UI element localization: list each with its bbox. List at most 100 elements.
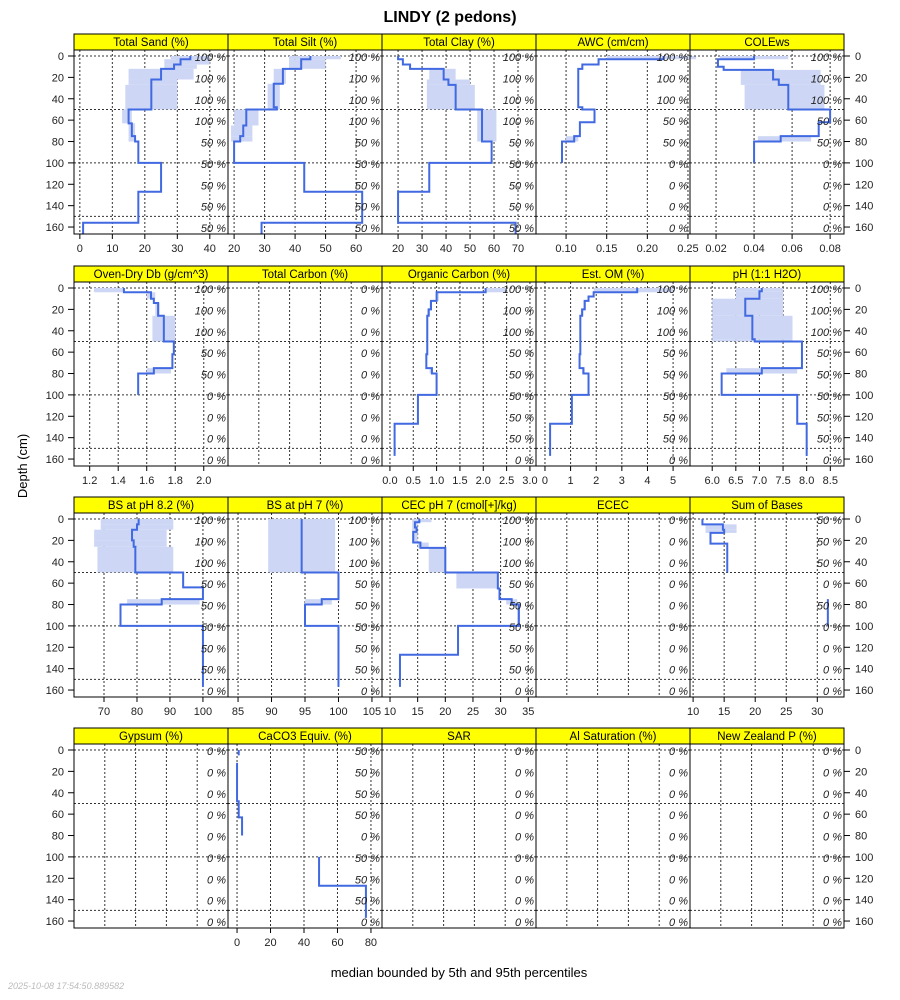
y-tick-label: 160 (46, 454, 64, 466)
data-coverage-label: 100 % (657, 284, 688, 296)
panel-title: Organic Carbon (%) (408, 269, 510, 281)
data-coverage-label: 50 % (201, 622, 226, 634)
x-tick-label: 0.02 (705, 243, 726, 255)
data-coverage-label: 0 % (515, 917, 534, 929)
panel-title: ECEC (597, 500, 629, 512)
median-line (119, 519, 204, 687)
percentile-band (712, 339, 793, 342)
x-tick-label: 0 (234, 937, 240, 949)
data-coverage-label: 0 % (823, 202, 842, 214)
data-coverage-label: 0 % (823, 832, 842, 844)
data-coverage-label: 50 % (509, 223, 534, 235)
data-coverage-label: 50 % (201, 202, 226, 214)
data-coverage-label: 50 % (663, 348, 688, 360)
percentile-band (146, 368, 171, 374)
panel: Al Saturation (%) 0 % 0 % 0 % 0 % 0 % 0 % 0 % 0 … (535, 727, 691, 929)
data-coverage-label: 0 % (669, 558, 688, 570)
data-coverage-label: 0 % (669, 896, 688, 908)
data-coverage-label: 0 % (207, 917, 226, 929)
data-coverage-label: 0 % (207, 874, 226, 886)
data-coverage-label: 50 % (509, 622, 534, 634)
data-coverage-label: 0 % (361, 348, 380, 360)
data-coverage-label: 50 % (355, 853, 380, 865)
data-coverage-label: 100 % (195, 536, 226, 548)
x-tick-label: 0 (77, 243, 83, 255)
data-coverage-label: 0 % (361, 284, 380, 296)
percentile-band (128, 136, 136, 142)
data-coverage-label: 100 % (503, 305, 534, 317)
y-tick-label: 20 (855, 72, 867, 84)
data-coverage-label: 100 % (503, 558, 534, 570)
data-coverage-label: 50 % (663, 138, 688, 150)
y-tick-label: 80 (855, 369, 867, 381)
data-coverage-label: 0 % (515, 789, 534, 801)
y-tick-label: 160 (855, 685, 873, 697)
percentile-band (740, 69, 821, 80)
data-coverage-label: 0 % (207, 853, 226, 865)
x-tick-label: 0.5 (406, 475, 421, 487)
data-coverage-label: 50 % (817, 370, 842, 382)
percentile-band (267, 107, 280, 110)
panel-frame (689, 743, 845, 929)
panel: BS at pH 7 (%) 100 % 100 % 100 % 50 % 50 % 50 … (227, 496, 383, 718)
percentile-band (593, 288, 674, 293)
x-tick-label: 90 (265, 706, 277, 718)
data-coverage-label: 0 % (823, 455, 842, 467)
data-coverage-label: 50 % (201, 159, 226, 171)
data-coverage-label: 0 % (361, 455, 380, 467)
data-coverage-label: 0 % (669, 622, 688, 634)
y-tick-label: 100 (855, 390, 873, 402)
data-coverage-label: 100 % (811, 73, 842, 85)
data-coverage-label: 0 % (823, 159, 842, 171)
data-coverage-label: 50 % (355, 223, 380, 235)
x-tick-label: 50 (319, 243, 331, 255)
x-tick-label: 6.0 (705, 475, 720, 487)
y-tick-label: 80 (855, 137, 867, 149)
data-coverage-label: 0 % (361, 832, 380, 844)
panel-frame (381, 743, 537, 929)
y-tick-label: 140 (46, 201, 64, 213)
data-coverage-label: 50 % (509, 180, 534, 192)
x-tick-label: 0 (542, 475, 548, 487)
data-coverage-label: 0 % (361, 305, 380, 317)
panel-title: Gypsum (%) (119, 731, 183, 743)
data-coverage-label: 0 % (515, 767, 534, 779)
x-tick-label: 2.5 (499, 475, 514, 487)
data-coverage-label: 0 % (669, 455, 688, 467)
data-coverage-label: 50 % (355, 767, 380, 779)
data-coverage-label: 0 % (515, 853, 534, 865)
x-tick-label: 4 (644, 475, 650, 487)
x-tick-label: 20 (139, 243, 151, 255)
y-tick-label: 20 (52, 72, 64, 84)
data-coverage-label: 0 % (669, 223, 688, 235)
x-tick-label: 0.04 (743, 243, 764, 255)
data-coverage-label: 50 % (509, 412, 534, 424)
data-coverage-label: 100 % (349, 73, 380, 85)
percentile-band (456, 572, 498, 589)
data-coverage-label: 0 % (207, 434, 226, 446)
data-coverage-label: 0 % (669, 789, 688, 801)
y-tick-label: 140 (855, 433, 873, 445)
data-coverage-label: 50 % (355, 896, 380, 908)
y-tick-label: 80 (52, 137, 64, 149)
x-tick-label: 20 (392, 243, 404, 255)
x-tick-label: 30 (811, 706, 823, 718)
data-coverage-label: 100 % (503, 536, 534, 548)
x-tick-label: 30 (494, 706, 506, 718)
data-coverage-label: 50 % (201, 665, 226, 677)
x-tick-label: 1.8 (168, 475, 183, 487)
panel: CaCO3 Equiv. (%)50 %50 %50 %50 %0 %50 %5… (227, 727, 383, 949)
x-tick-label: 20 (228, 243, 240, 255)
y-tick-label: 0 (58, 51, 64, 63)
x-tick-label: 0.0 (382, 475, 397, 487)
y-tick-label: 100 (46, 158, 64, 170)
data-coverage-label: 50 % (509, 665, 534, 677)
panel: New Zealand P (%) 0 % 0 % 0 % 0 % 0 % 0 % 0 % 0 … (689, 727, 845, 929)
panel-title: Al Saturation (%) (570, 731, 657, 743)
median-line (233, 56, 364, 235)
data-coverage-label: 100 % (195, 52, 226, 64)
x-tick-label: 1.2 (82, 475, 97, 487)
x-tick-label: 1.5 (452, 475, 467, 487)
y-tick-label: 100 (855, 621, 873, 633)
data-coverage-label: 50 % (201, 180, 226, 192)
